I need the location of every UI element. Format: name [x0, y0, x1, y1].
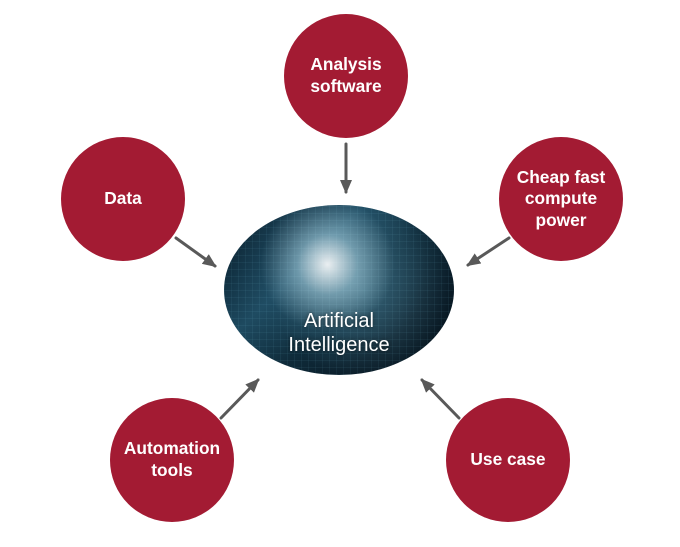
node-label: Automationtools: [124, 438, 220, 481]
node-automation-tools: Automationtools: [110, 398, 234, 522]
arrow-from-cheap-compute: [468, 238, 509, 265]
node-cheap-compute: Cheap fastcomputepower: [499, 137, 623, 261]
node-data: Data: [61, 137, 185, 261]
node-label: Analysissoftware: [310, 54, 381, 97]
arrow-from-automation-tools: [221, 380, 258, 418]
arrow-from-use-case: [422, 380, 459, 418]
node-label: Cheap fastcomputepower: [517, 167, 606, 232]
node-label: Data: [104, 188, 142, 210]
node-analysis-software: Analysissoftware: [284, 14, 408, 138]
center-hub-label: ArtificialIntelligence: [288, 309, 389, 357]
diagram-stage: ArtificialIntelligence Analysissoftware …: [0, 0, 680, 547]
node-use-case: Use case: [446, 398, 570, 522]
center-hub: ArtificialIntelligence: [224, 205, 454, 375]
arrow-from-data: [176, 238, 215, 266]
node-label: Use case: [470, 449, 545, 471]
